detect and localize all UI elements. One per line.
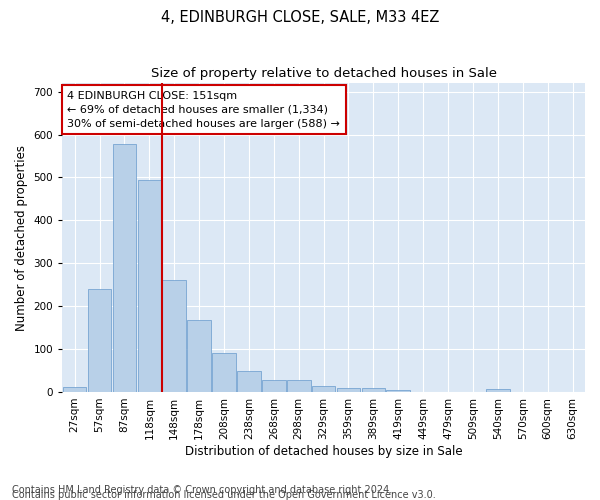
Y-axis label: Number of detached properties: Number of detached properties	[15, 144, 28, 330]
Bar	[187, 320, 211, 392]
Bar	[137, 180, 161, 392]
Text: Contains public sector information licensed under the Open Government Licence v3: Contains public sector information licen…	[12, 490, 436, 500]
Text: 4 EDINBURGH CLOSE: 151sqm
← 69% of detached houses are smaller (1,334)
30% of se: 4 EDINBURGH CLOSE: 151sqm ← 69% of detac…	[67, 91, 340, 129]
Title: Size of property relative to detached houses in Sale: Size of property relative to detached ho…	[151, 68, 497, 80]
Bar	[113, 144, 136, 392]
Bar	[212, 354, 236, 392]
Bar	[486, 389, 509, 392]
Bar	[237, 370, 261, 392]
Text: Contains HM Land Registry data © Crown copyright and database right 2024.: Contains HM Land Registry data © Crown c…	[12, 485, 392, 495]
Bar	[362, 388, 385, 392]
Text: 4, EDINBURGH CLOSE, SALE, M33 4EZ: 4, EDINBURGH CLOSE, SALE, M33 4EZ	[161, 10, 439, 25]
Bar	[262, 380, 286, 392]
Bar	[337, 388, 361, 392]
Bar	[88, 289, 112, 392]
Bar	[287, 380, 311, 392]
Bar	[312, 386, 335, 392]
Bar	[63, 387, 86, 392]
Bar	[163, 280, 186, 392]
X-axis label: Distribution of detached houses by size in Sale: Distribution of detached houses by size …	[185, 444, 463, 458]
Bar	[386, 390, 410, 392]
